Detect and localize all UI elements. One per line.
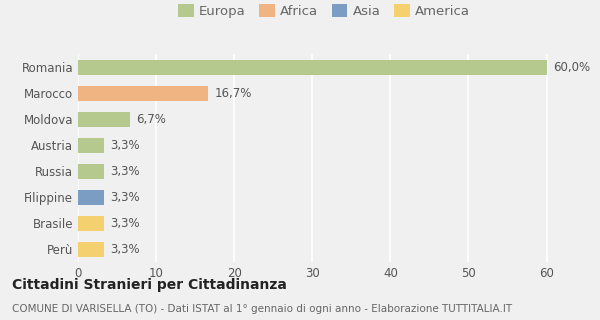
Text: 3,3%: 3,3% <box>110 139 140 152</box>
Text: 6,7%: 6,7% <box>137 113 166 126</box>
Text: Cittadini Stranieri per Cittadinanza: Cittadini Stranieri per Cittadinanza <box>12 278 287 292</box>
Bar <box>78 60 547 75</box>
Text: 60,0%: 60,0% <box>553 61 590 74</box>
Text: 3,3%: 3,3% <box>110 191 140 204</box>
Text: 3,3%: 3,3% <box>110 165 140 178</box>
Bar <box>78 242 104 257</box>
Bar <box>78 216 104 230</box>
Bar <box>78 164 104 179</box>
Text: 3,3%: 3,3% <box>110 243 140 256</box>
Bar <box>78 86 208 100</box>
Text: COMUNE DI VARISELLA (TO) - Dati ISTAT al 1° gennaio di ogni anno - Elaborazione : COMUNE DI VARISELLA (TO) - Dati ISTAT al… <box>12 304 512 314</box>
Text: 16,7%: 16,7% <box>215 87 252 100</box>
Bar <box>78 190 104 204</box>
Legend: Europa, Africa, Asia, America: Europa, Africa, Asia, America <box>173 0 475 23</box>
Text: 3,3%: 3,3% <box>110 217 140 230</box>
Bar <box>78 138 104 153</box>
Bar <box>78 112 130 126</box>
